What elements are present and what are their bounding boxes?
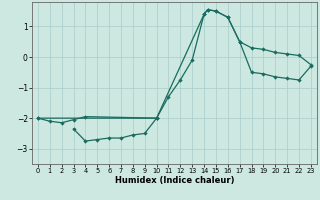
X-axis label: Humidex (Indice chaleur): Humidex (Indice chaleur) <box>115 176 234 185</box>
